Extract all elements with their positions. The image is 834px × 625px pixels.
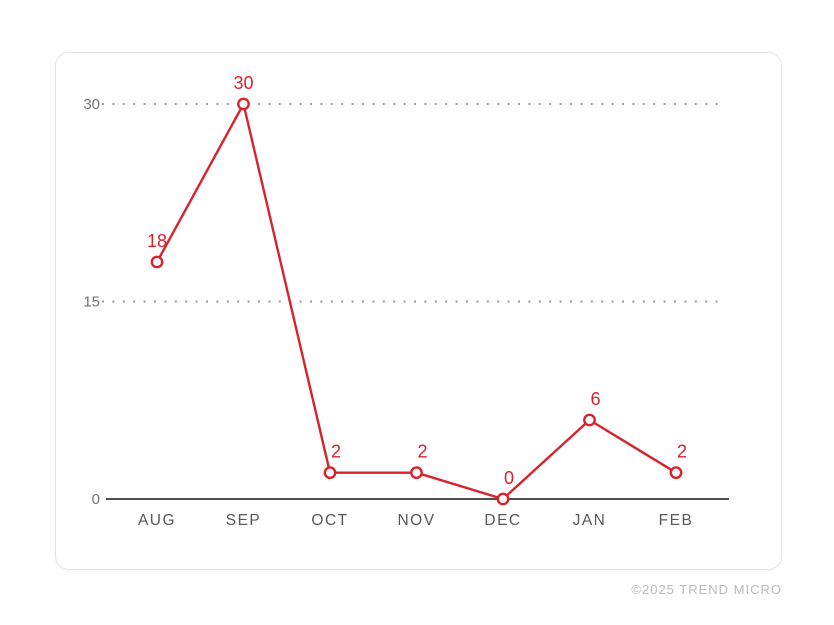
data-point-jan [583,413,596,427]
data-value-label: 2 [417,442,427,462]
data-point-dec [496,492,510,506]
data-point-nov [410,466,423,480]
series-line [155,102,678,501]
data-value-label: 2 [331,442,341,462]
x-axis-label-sep: SEP [226,512,262,529]
x-axis-label-nov: NOV [397,512,435,529]
x-axis-label-feb: FEB [659,512,694,529]
x-axis-label-dec: DEC [484,512,521,529]
x-axis-label-aug: AUG [138,512,176,529]
x-axis-label-oct: OCT [311,512,348,529]
copyright-text: ©2025 TREND MICRO [631,582,782,597]
x-axis-label-jan: JAN [573,512,607,529]
data-value-label: 6 [590,389,600,409]
y-tick-label: 30 [83,96,100,113]
data-value-label: 2 [677,442,687,462]
chart-card: 0 15 30 18 AUG 30 SEP 2 OCT 2 NOV 0 DEC 6 JAN 2 FEB [55,52,782,570]
data-point-aug [150,255,164,269]
y-tick-label: 0 [92,491,100,508]
data-point-feb [669,466,683,480]
y-tick-label: 15 [83,294,100,311]
data-point-oct [323,466,337,480]
data-value-label: 0 [504,468,514,488]
trend-chart: 0 15 30 18 AUG 30 SEP 2 OCT 2 NOV 0 DEC 6 JAN 2 FEB [83,73,729,529]
data-value-label: 18 [147,231,167,251]
data-point-sep [237,97,250,111]
data-value-label: 30 [233,73,253,93]
